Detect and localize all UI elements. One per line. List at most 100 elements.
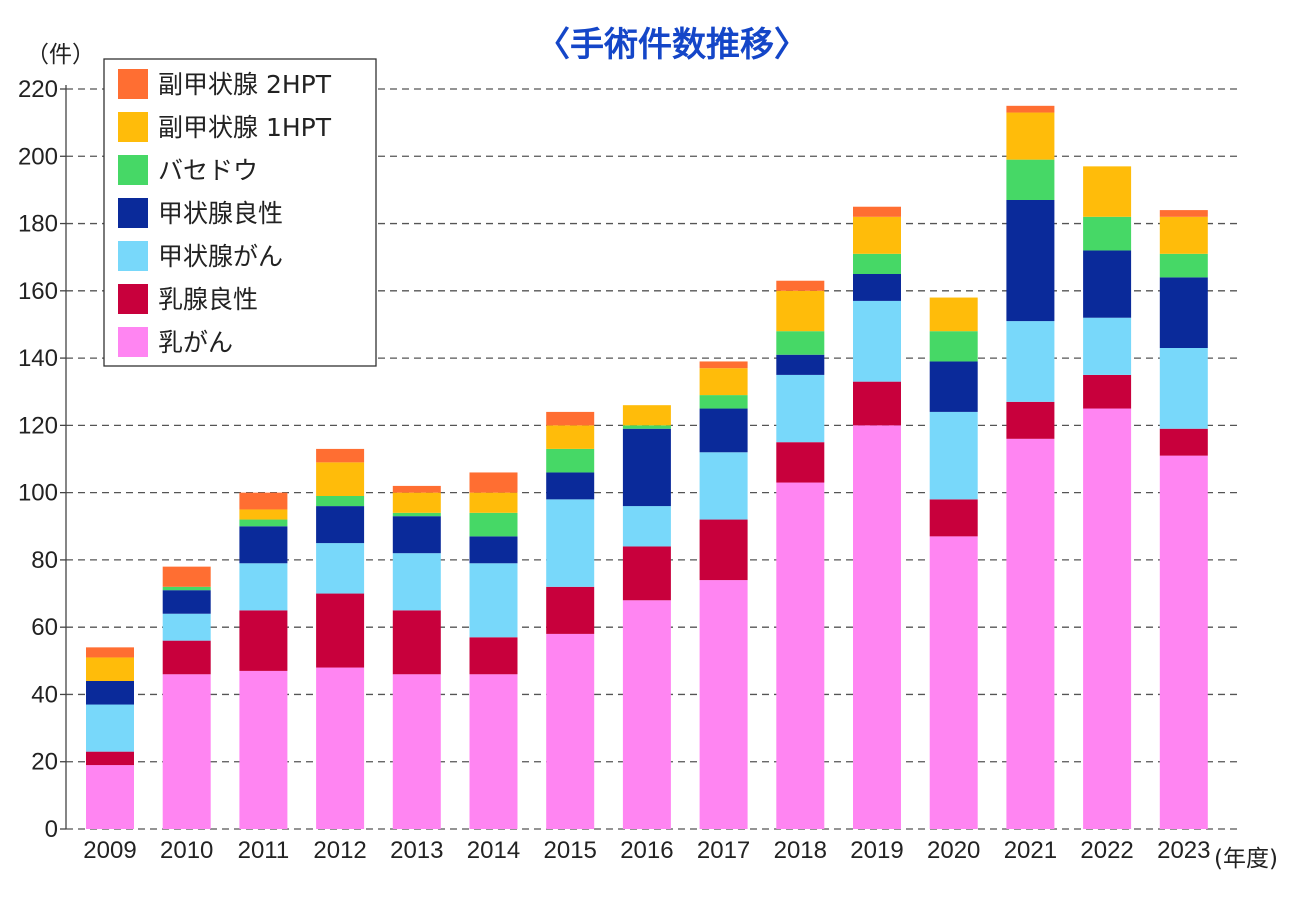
bar-segment (86, 751, 134, 766)
bar-segment (316, 462, 365, 496)
y-tick-label: 220 (18, 76, 58, 103)
bar-segment (316, 506, 365, 544)
axes: 0 20 40 60 80 100 120 140 160 180 200 220 2009 2010 20… (18, 76, 1211, 864)
bar-segment (1006, 159, 1055, 200)
bar-segment (546, 411, 595, 426)
bar-segment (392, 512, 441, 517)
bar-segment (929, 297, 978, 332)
bar-segment (316, 448, 365, 463)
bar-segment (1006, 200, 1055, 322)
legend-label: 副甲状腺 1HPT (158, 113, 332, 142)
legend-swatch (118, 155, 148, 185)
bar-segment (469, 512, 518, 537)
bar-segment (1006, 438, 1055, 829)
bar-segment (776, 374, 825, 443)
bar-segment (1083, 250, 1132, 318)
legend-swatch (118, 112, 148, 142)
bar-segment (699, 580, 748, 829)
bar-segment (469, 637, 518, 675)
bar-segment (699, 519, 748, 581)
legend-swatch (118, 284, 148, 314)
legend-label: 甲状腺がん (158, 242, 283, 271)
bar-segment (1159, 348, 1208, 429)
bar-segment (546, 586, 595, 634)
bar-segment (1083, 317, 1132, 375)
bar-segment (1083, 166, 1132, 217)
chart-title: 〈手術件数推移〉 (536, 25, 808, 65)
bar-segment (239, 509, 288, 520)
bar-segment (853, 274, 901, 301)
bar-segment (1159, 216, 1208, 254)
bar-segment (86, 704, 134, 752)
x-axis-unit-label: (年度) (1214, 846, 1278, 872)
bar-segment (853, 216, 901, 254)
bar-segment (1159, 428, 1208, 456)
y-tick-label: 80 (31, 547, 58, 574)
x-tick-label: 2010 (160, 837, 213, 864)
bar-segment (546, 633, 595, 829)
bar-segment (162, 674, 211, 829)
legend-label: 副甲状腺 2HPT (158, 70, 332, 99)
bar-segment (162, 566, 211, 587)
bar-segment (392, 516, 441, 554)
bar-segment (239, 526, 288, 564)
bar-segment (699, 452, 748, 520)
legend-box (103, 58, 377, 367)
legend-label: バセドウ (158, 156, 258, 185)
bar-segment (1159, 455, 1208, 829)
bar-segment (699, 361, 748, 369)
bar-segment (776, 482, 825, 829)
y-tick-label: 60 (31, 614, 58, 641)
bar-segment (1006, 112, 1055, 160)
bar-segment (622, 425, 671, 429)
bar-segment (316, 543, 365, 594)
bar-segment (1159, 253, 1208, 278)
bar-segment (776, 331, 825, 355)
bar-segment (546, 499, 595, 587)
bar-segment (1006, 321, 1055, 402)
bar-segment (316, 593, 365, 668)
bar-segment (86, 681, 134, 705)
bar-segment (1083, 374, 1132, 409)
bar-segment (1083, 408, 1132, 829)
bar-segment (392, 674, 441, 829)
y-tick-label: 40 (31, 681, 58, 708)
bar-segment (929, 411, 978, 500)
bar-segment (776, 354, 825, 375)
bar-segment (392, 553, 441, 611)
bar-segment (86, 647, 134, 658)
bar-segment (162, 613, 211, 641)
bar-segment (929, 361, 978, 412)
bar-segment (929, 499, 978, 537)
x-tick-label: 2021 (1004, 837, 1057, 864)
bar-segment (1006, 105, 1055, 113)
bar-segment (776, 280, 825, 291)
bar-segment (239, 519, 288, 527)
y-tick-label: 120 (18, 412, 58, 439)
legend-label: 乳がん (158, 328, 233, 357)
x-tick-label: 2011 (238, 837, 290, 864)
bar-segment (1006, 401, 1055, 439)
bar-segment (1159, 210, 1208, 217)
bar-segment (392, 610, 441, 675)
legend-swatch (118, 198, 148, 228)
x-tick-label: 2017 (697, 837, 750, 864)
x-tick-label: 2014 (467, 837, 520, 864)
y-axis-unit-label: （件） (26, 42, 95, 68)
bar-segment (86, 657, 134, 681)
bar-segment (239, 670, 288, 829)
bar-segment (546, 472, 595, 500)
bar-segment (929, 536, 978, 829)
bar-segment (469, 472, 518, 493)
x-tick-label: 2018 (774, 837, 827, 864)
y-tick-label: 200 (18, 143, 58, 170)
legend-label: 乳腺良性 (158, 285, 258, 314)
bar-segment (239, 492, 288, 510)
bar-segment (469, 536, 518, 564)
x-tick-label: 2015 (544, 837, 597, 864)
bar-segment (162, 640, 211, 675)
bar-segment (699, 395, 748, 409)
bar-segment (469, 563, 518, 638)
bar-segment (162, 586, 211, 591)
